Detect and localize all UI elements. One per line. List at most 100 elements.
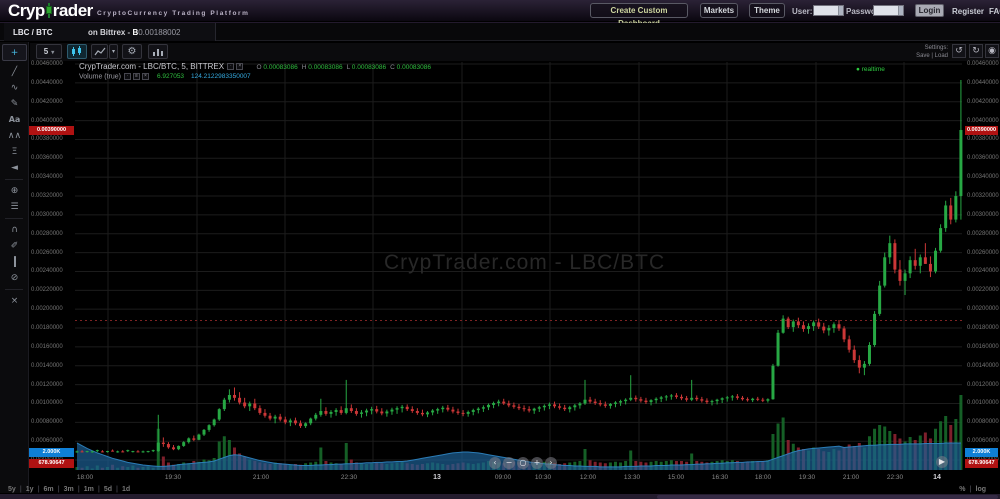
settings-save-load[interactable]: Settings: Save | Load bbox=[916, 45, 948, 59]
zoom-in-tool[interactable]: ⊕ bbox=[0, 183, 29, 199]
scroll-right-button[interactable]: › bbox=[545, 457, 557, 469]
price-tick-label: 0.00100000 bbox=[31, 400, 63, 407]
price-tick-label: 0.00400000 bbox=[31, 117, 63, 124]
price-tick-label: 0.00120000 bbox=[967, 381, 999, 388]
price-tick-label: 0.00280000 bbox=[31, 230, 63, 237]
scrollbar-thumb[interactable] bbox=[657, 495, 998, 499]
range-link-3m[interactable]: 3m bbox=[63, 486, 74, 493]
measure-tool[interactable]: ☰ bbox=[0, 199, 29, 215]
arrow-tool[interactable]: ◄ bbox=[0, 160, 29, 176]
zoom-out-button[interactable]: − bbox=[503, 457, 515, 469]
positions-tool[interactable]: Ξ bbox=[0, 144, 29, 160]
bar-chart-icon bbox=[152, 49, 163, 57]
legend-title-icon-1[interactable]: × bbox=[236, 63, 244, 71]
redo-button[interactable]: ↻ bbox=[969, 44, 983, 58]
markets-button[interactable]: Markets bbox=[700, 3, 738, 18]
trend-line-tool[interactable]: ╱ bbox=[0, 64, 29, 80]
price-tick-label: 0.00400000 bbox=[967, 117, 999, 124]
price-tick-label: 0.00300000 bbox=[31, 211, 63, 218]
password-input[interactable] bbox=[873, 5, 904, 16]
price-tick-label: 0.00200000 bbox=[31, 306, 63, 313]
pattern-tool[interactable]: ∧∧ bbox=[0, 128, 29, 144]
chart-legend-volume-row: Volume (true) ∙ ≡ × 6.927053 124.212298335… bbox=[79, 73, 251, 80]
link-separator: | bbox=[19, 486, 22, 493]
indicators-button[interactable] bbox=[148, 44, 168, 59]
time-tick-label: 13:30 bbox=[623, 474, 641, 481]
chart-area-background bbox=[0, 41, 1000, 493]
range-link-6m[interactable]: 6m bbox=[43, 486, 54, 493]
cryptrader-logo[interactable]: Cryp rader bbox=[8, 1, 93, 21]
scale-link-%[interactable]: % bbox=[959, 486, 966, 493]
line-style-button[interactable] bbox=[91, 44, 108, 59]
scroll-left-button[interactable]: ‹ bbox=[489, 457, 501, 469]
tab-price: 0.00188002 bbox=[138, 28, 181, 37]
delete-tool[interactable]: × bbox=[0, 293, 29, 309]
legend-volume-icon-2[interactable]: × bbox=[141, 73, 149, 80]
zoom-in-icon: ⊕ bbox=[10, 186, 19, 196]
scale-link-log[interactable]: log bbox=[975, 486, 987, 493]
brush-icon: ✎ bbox=[10, 99, 19, 109]
legend-volume-icons: ∙ ≡ × bbox=[123, 73, 150, 80]
price-tick-label: 0.00380000 bbox=[31, 136, 63, 143]
login-button[interactable]: Login bbox=[915, 4, 944, 17]
range-link-5y[interactable]: 5y bbox=[8, 486, 16, 493]
hide-tool[interactable]: ⊘ bbox=[0, 270, 29, 286]
lock-tool[interactable] bbox=[0, 254, 29, 270]
go-to-realtime-button[interactable]: ▶ bbox=[936, 456, 948, 468]
theme-button[interactable]: Theme bbox=[749, 3, 785, 18]
line-style-dropdown[interactable]: ▾ bbox=[109, 44, 118, 59]
range-link-5d[interactable]: 5d bbox=[103, 486, 112, 493]
reset-view-button[interactable]: ○ bbox=[517, 457, 529, 469]
user-input[interactable] bbox=[813, 5, 844, 16]
price-tick-label: 0.00260000 bbox=[967, 249, 999, 256]
time-tick-label: 18:00 bbox=[754, 474, 772, 481]
interval-select[interactable]: 5 ▾ bbox=[36, 44, 62, 59]
ohlc-value: 0.00083086 bbox=[394, 64, 432, 71]
toolbar-divider bbox=[5, 218, 23, 219]
faq-link[interactable]: FAQ bbox=[989, 7, 1000, 16]
curve-tool[interactable]: ∿ bbox=[0, 80, 29, 96]
range-link-1y[interactable]: 1y bbox=[25, 486, 34, 493]
legend-volume-icon-1[interactable]: ≡ bbox=[132, 73, 140, 80]
brush-tool[interactable]: ✎ bbox=[0, 96, 29, 112]
redo-icon: ↻ bbox=[972, 46, 980, 56]
candlestick-icon bbox=[71, 46, 81, 57]
volume-indicator-label: Volume (true) bbox=[79, 73, 122, 81]
price-tick-label: 0.00060000 bbox=[31, 438, 63, 445]
line-chart-icon bbox=[94, 47, 105, 56]
delete-icon: × bbox=[10, 296, 19, 306]
range-link-1m[interactable]: 1m bbox=[83, 486, 94, 493]
snapshot-button[interactable]: ◉ bbox=[985, 44, 999, 58]
magnet-tool[interactable]: ∩ bbox=[0, 222, 29, 238]
time-tick-label: 16:30 bbox=[711, 474, 729, 481]
price-tick-label: 0.00440000 bbox=[967, 79, 999, 86]
price-tick-label: 0.00300000 bbox=[967, 211, 999, 218]
drawing-mode-tool[interactable]: ✐ bbox=[0, 238, 29, 254]
price-tick-label: 0.00140000 bbox=[31, 362, 63, 369]
ohlc-key: H bbox=[301, 64, 307, 71]
legend-title-icon-0[interactable]: ∙ bbox=[227, 63, 235, 71]
btc-symbol: B bbox=[132, 28, 139, 37]
toolbar-divider bbox=[5, 179, 23, 180]
undo-button[interactable]: ↺ bbox=[952, 44, 966, 58]
crosshair-tool[interactable]: + bbox=[2, 44, 27, 61]
tab-lbc-btc[interactable]: LBC / BTC on Bittrex - B0.00188002 bbox=[4, 23, 216, 41]
undo-icon: ↺ bbox=[955, 46, 963, 56]
link-separator: | bbox=[37, 486, 40, 493]
legend-volume-icon-0[interactable]: ∙ bbox=[123, 73, 131, 80]
drawing-toolbar: + ╱ ∿ ✎ Aa ∧∧ Ξ ◄ ⊕ ☰ ∩ ✐ ⊘ × bbox=[0, 42, 29, 493]
candlestick-style-button[interactable] bbox=[67, 44, 87, 59]
chart-settings-button[interactable]: ⚙ bbox=[122, 44, 142, 59]
crosshair-icon: + bbox=[10, 48, 19, 58]
current-price-label-left: 0.00390000 bbox=[29, 126, 74, 135]
price-tick-label: 0.00420000 bbox=[31, 98, 63, 105]
price-tick-label: 0.00380000 bbox=[967, 136, 999, 143]
text-tool[interactable]: Aa bbox=[0, 112, 29, 128]
register-link[interactable]: Register bbox=[952, 7, 985, 16]
range-link-1d[interactable]: 1d bbox=[121, 486, 131, 493]
zoom-in-button[interactable]: + bbox=[531, 457, 543, 469]
time-tick-label: 18:00 bbox=[76, 474, 94, 481]
price-tick-label: 0.00160000 bbox=[967, 343, 999, 350]
